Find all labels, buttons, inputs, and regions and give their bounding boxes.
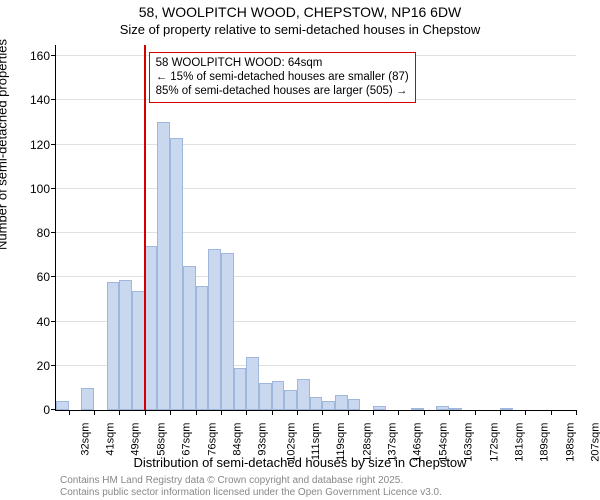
gridline-h: [56, 276, 576, 277]
bar: [208, 249, 221, 410]
xtick-mark: [500, 410, 501, 415]
xtick-mark: [398, 410, 399, 415]
attribution-line2: Contains public sector information licen…: [60, 487, 442, 498]
annotation-smaller: ← 15% of semi-detached houses are smalle…: [156, 70, 409, 84]
bar: [373, 406, 386, 410]
xtick-label: 84sqm: [231, 423, 243, 456]
attribution-line1: Contains HM Land Registry data © Crown c…: [60, 475, 403, 486]
xtick-mark: [322, 410, 323, 415]
xtick-mark: [145, 410, 146, 415]
y-axis-label: Number of semi-detached properties: [0, 39, 10, 250]
gridline-h: [56, 232, 576, 233]
xtick-mark: [576, 410, 577, 415]
chart-title-line1: 58, WOOLPITCH WOOD, CHEPSTOW, NP16 6DW: [0, 4, 600, 20]
xtick-label: 58sqm: [155, 423, 167, 456]
xtick-label: 67sqm: [181, 423, 193, 456]
bar: [297, 379, 310, 410]
annotation-box: 58 WOOLPITCH WOOD: 64sqm← 15% of semi-de…: [149, 52, 416, 103]
xtick-mark: [297, 410, 298, 415]
gridline-h: [56, 188, 576, 189]
xtick-mark: [373, 410, 374, 415]
bar: [259, 383, 272, 410]
bar: [246, 357, 259, 410]
x-axis-label: Distribution of semi-detached houses by …: [0, 455, 600, 470]
xtick-label: 76sqm: [206, 423, 218, 456]
bar: [500, 408, 513, 410]
bar: [272, 381, 285, 410]
bar: [335, 395, 348, 410]
bar: [436, 406, 449, 410]
bar: [81, 388, 94, 410]
bar: [107, 282, 120, 410]
xtick-mark: [246, 410, 247, 415]
ytick-label: 80: [37, 226, 56, 240]
bar: [322, 401, 335, 410]
bar: [183, 266, 196, 410]
ytick-label: 160: [30, 49, 56, 63]
xtick-mark: [119, 410, 120, 415]
ytick-label: 0: [43, 403, 56, 417]
bar: [196, 286, 209, 410]
ytick-label: 40: [37, 315, 56, 329]
bar: [310, 397, 323, 410]
xtick-mark: [424, 410, 425, 415]
bar: [157, 122, 170, 410]
ytick-label: 140: [30, 93, 56, 107]
bar: [170, 138, 183, 410]
gridline-h: [56, 144, 576, 145]
ytick-label: 100: [30, 182, 56, 196]
bar: [284, 390, 297, 410]
xtick-mark: [272, 410, 273, 415]
xtick-label: 93sqm: [257, 423, 269, 456]
ytick-label: 60: [37, 270, 56, 284]
xtick-mark: [221, 410, 222, 415]
xtick-mark: [170, 410, 171, 415]
bar: [221, 253, 234, 410]
xtick-label: 49sqm: [130, 423, 142, 456]
chart-title-line2: Size of property relative to semi-detach…: [0, 22, 600, 37]
bar: [411, 408, 424, 410]
annotation-header: 58 WOOLPITCH WOOD: 64sqm: [156, 56, 409, 70]
bar: [348, 399, 361, 410]
xtick-mark: [348, 410, 349, 415]
xtick-mark: [475, 410, 476, 415]
xtick-label: 41sqm: [105, 423, 117, 456]
annotation-larger: 85% of semi-detached houses are larger (…: [156, 84, 409, 98]
xtick-label: 32sqm: [79, 423, 91, 456]
reference-line: [144, 45, 146, 410]
ytick-label: 120: [30, 138, 56, 152]
xtick-mark: [551, 410, 552, 415]
xtick-mark: [69, 410, 70, 415]
bar: [119, 280, 132, 411]
xtick-mark: [449, 410, 450, 415]
xtick-mark: [94, 410, 95, 415]
xtick-mark: [196, 410, 197, 415]
bar: [56, 401, 69, 410]
bar: [234, 368, 247, 410]
bar: [145, 246, 158, 410]
plot-area: 02040608010012014016058 WOOLPITCH WOOD: …: [55, 45, 576, 411]
ytick-label: 20: [37, 359, 56, 373]
xtick-mark: [525, 410, 526, 415]
bar: [449, 408, 462, 410]
